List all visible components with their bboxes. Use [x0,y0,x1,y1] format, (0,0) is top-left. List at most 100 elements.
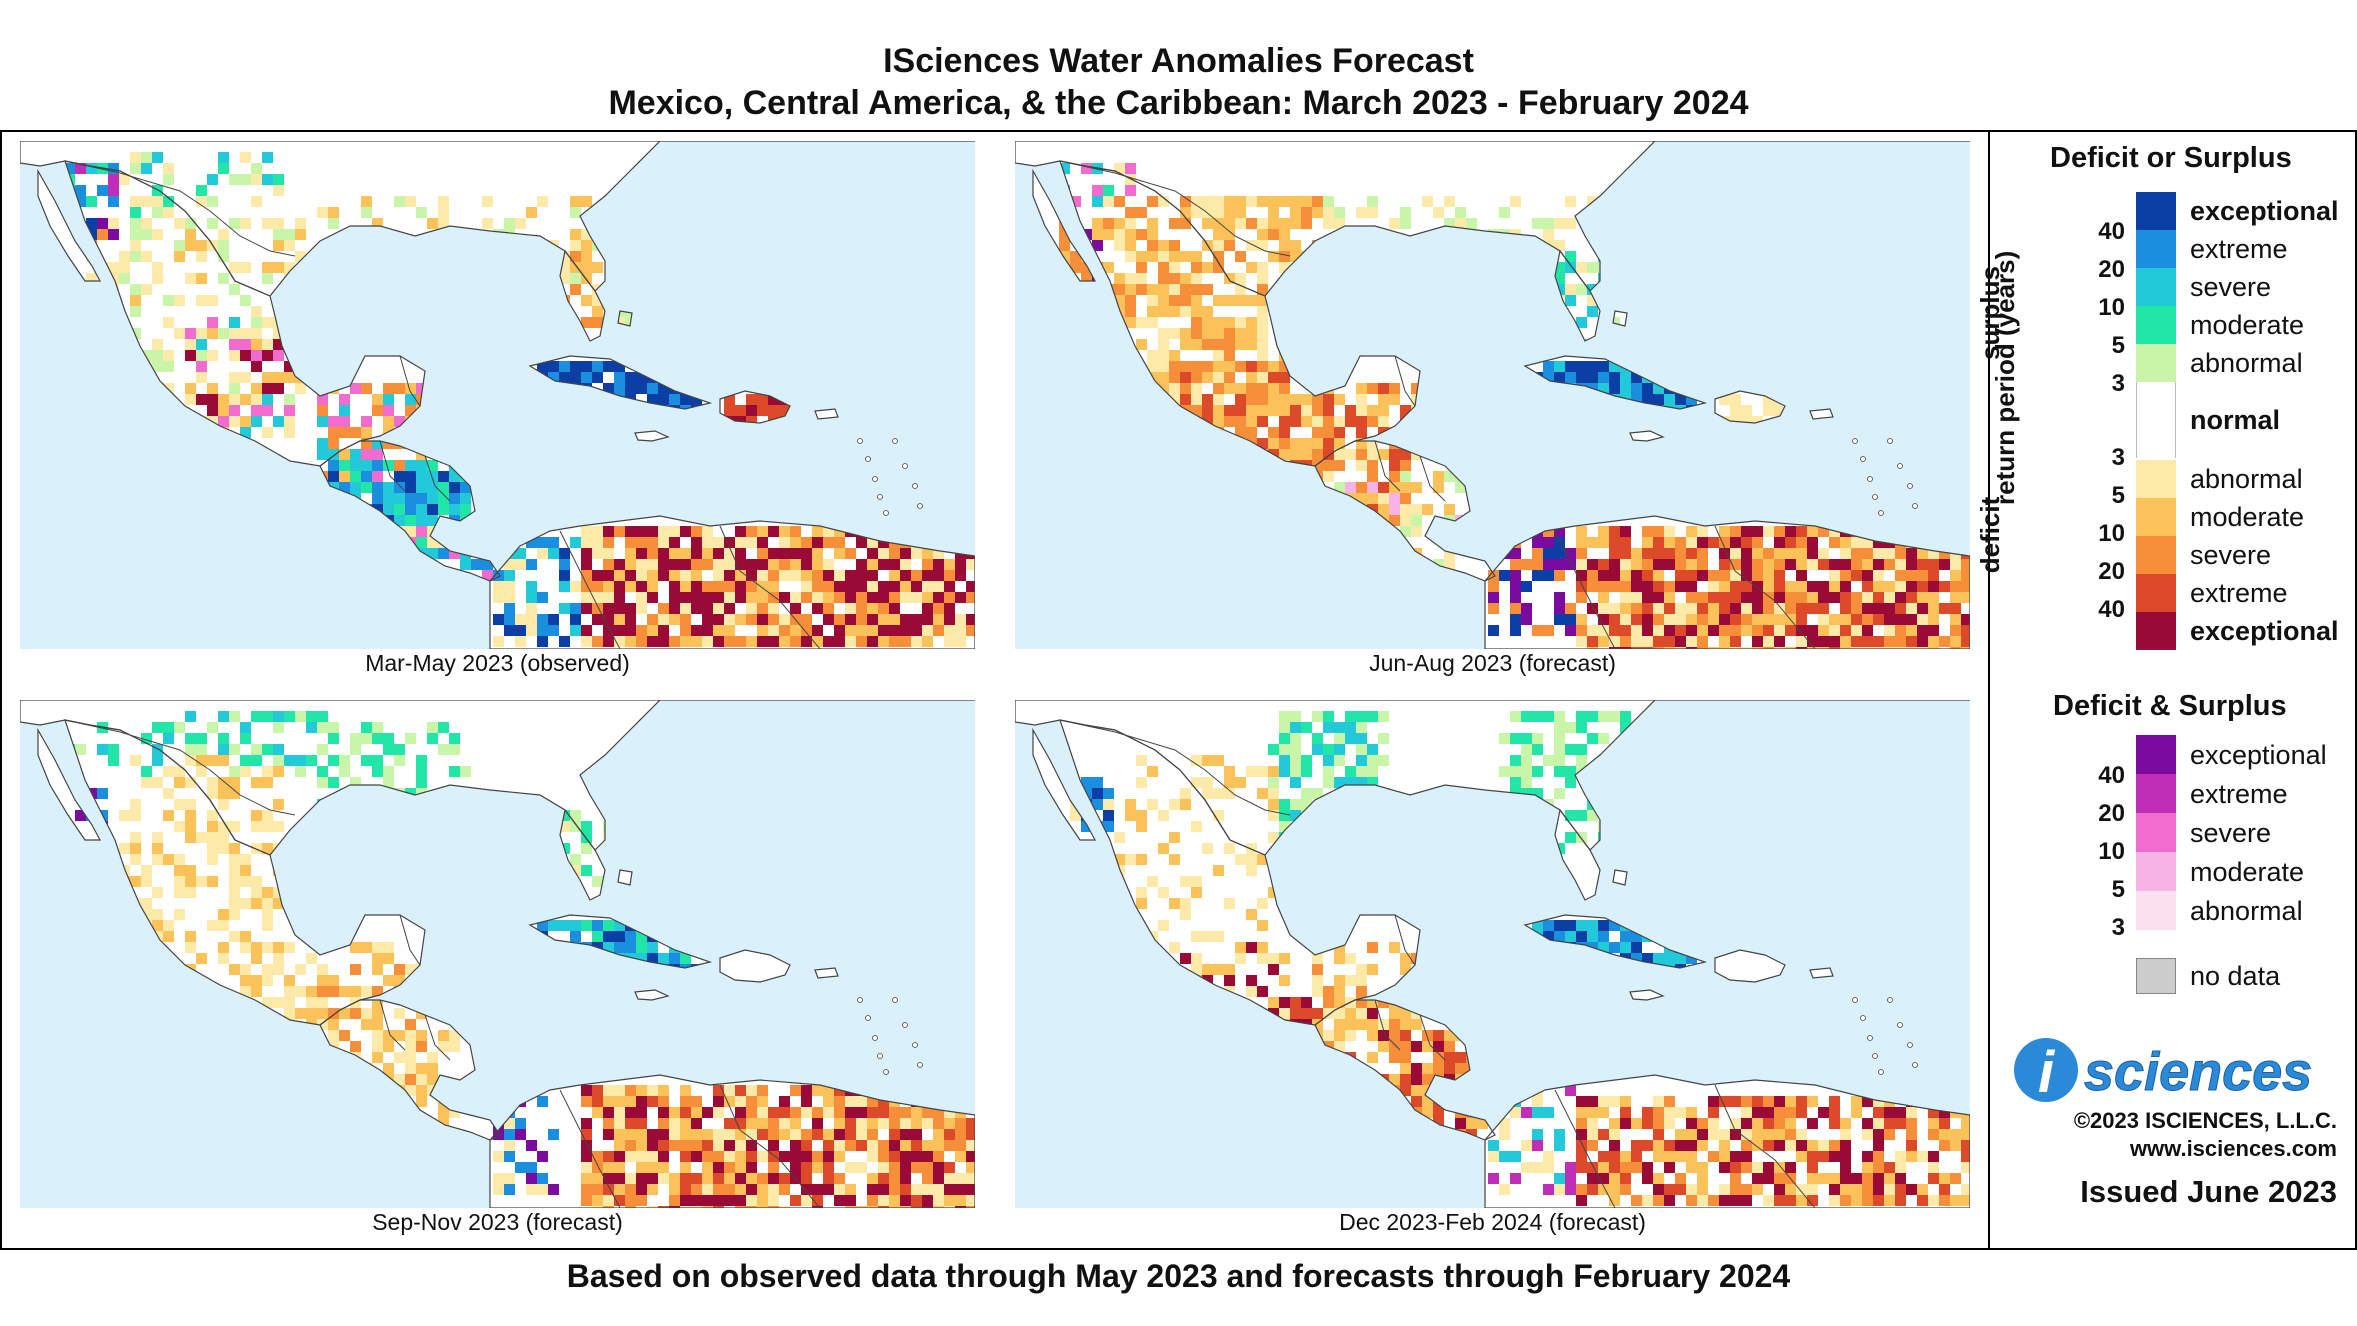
anomaly-cell [900,636,911,647]
legend-rp-deficit-5: 5 [2111,482,2125,509]
anomaly-cell [1752,1107,1763,1118]
anomaly-cell [1565,559,1576,570]
legend-swatch-both-2 [2136,813,2176,852]
anomaly-cell [196,196,207,207]
anomaly-cell [185,832,196,843]
anomaly-cell [889,636,900,647]
anomaly-cell [933,548,944,559]
anomaly-cell [1158,273,1169,284]
anomaly-cell [1235,196,1246,207]
anomaly-cell [1488,592,1499,603]
anomaly-cell [592,1162,603,1173]
anomaly-cell [1785,1118,1796,1129]
anomaly-cell [482,196,493,207]
anomaly-cell [1895,1173,1906,1184]
anomaly-cell [1334,975,1345,986]
anomaly-cell [1895,625,1906,636]
map-subtitle: Mexico, Central America, & the Caribbean… [608,84,1749,122]
anomaly-cell [933,1118,944,1129]
anomaly-cell [185,273,196,284]
anomaly-cell [1400,1030,1411,1041]
anomaly-cell [1268,361,1279,372]
anomaly-cell [1873,1151,1884,1162]
legend-swatch-surplus-items-2 [2136,268,2176,306]
anomaly-cell [1521,1107,1532,1118]
anomaly-cell [779,1173,790,1184]
anomaly-cell [1796,1129,1807,1140]
anomaly-cell [801,1162,812,1173]
anomaly-cell [526,537,537,548]
legend-label-deficit-items-3: extreme [2190,578,2288,608]
anomaly-cell [933,581,944,592]
anomaly-cell [1631,559,1642,570]
anomaly-cell [1620,603,1631,614]
anomaly-cell [834,1085,845,1096]
anomaly-cell [526,1184,537,1195]
anomaly-cell [196,744,207,755]
anomaly-cell [262,975,273,986]
anomaly-cell [746,570,757,581]
anomaly-cell [911,1162,922,1173]
anomaly-cell [1158,240,1169,251]
legend-label-surplus-items-0: exceptional [2190,196,2339,226]
anomaly-cell [592,592,603,603]
anomaly-cell [1334,733,1345,744]
anomaly-cell [383,493,394,504]
anomaly-cell [779,592,790,603]
anomaly-cell [757,625,768,636]
anomaly-cell [1873,1107,1884,1118]
anomaly-cell [845,625,856,636]
anomaly-cell [1708,592,1719,603]
anomaly-cell [702,603,713,614]
anomaly-cell [1224,350,1235,361]
anomaly-cell [592,1173,603,1184]
anomaly-cell [911,1129,922,1140]
anomaly-cell [1136,821,1147,832]
anomaly-cell [185,383,196,394]
anomaly-cell [1587,625,1598,636]
anomaly-cell [1598,931,1609,942]
anomaly-cell [416,1041,427,1052]
anomaly-cell [636,548,647,559]
anomaly-cell [251,711,262,722]
anomaly-cell [119,262,130,273]
anomaly-cell [1587,262,1598,273]
legend-label-deficit-items-0: abnormal [2190,464,2303,494]
anomaly-cell [196,361,207,372]
anomaly-cell [779,1184,790,1195]
anomaly-cell [1378,394,1389,405]
anomaly-cell [944,1118,955,1129]
anomaly-cell [1367,1008,1378,1019]
anomaly-cell [218,733,229,744]
anomaly-cell [801,559,812,570]
anomaly-cell [504,1140,515,1151]
anomaly-cell [273,240,284,251]
anomaly-cell [1356,777,1367,788]
anomaly-cell [394,1052,405,1063]
anomaly-cell [1950,625,1961,636]
anomaly-cell [1191,284,1202,295]
anomaly-cell [1136,339,1147,350]
anomaly-cell [1246,240,1257,251]
legend-heading-deficit-and-surplus: Deficit & Surplus [2053,690,2287,722]
anomaly-cell [240,854,251,865]
anomaly-cell [152,909,163,920]
anomaly-cell [713,548,724,559]
anomaly-cell [746,1085,757,1096]
anomaly-cell [746,592,757,603]
anomaly-cell [1862,1162,1873,1173]
anomaly-cell [746,1195,757,1206]
anomaly-cell [207,788,218,799]
outline-mexico [1059,160,1421,467]
anomaly-cell [900,548,911,559]
anomaly-cell [603,1085,614,1096]
anomaly-cell [779,537,790,548]
anomaly-cell [1587,1140,1598,1151]
legend-deficit-label: deficit [1975,496,2005,574]
anomaly-cell [471,559,482,570]
anomaly-cell [1290,405,1301,416]
anomaly-cell [438,218,449,229]
anomaly-cell [1763,559,1774,570]
anomaly-cell [570,251,581,262]
anomaly-cell [1862,570,1873,581]
